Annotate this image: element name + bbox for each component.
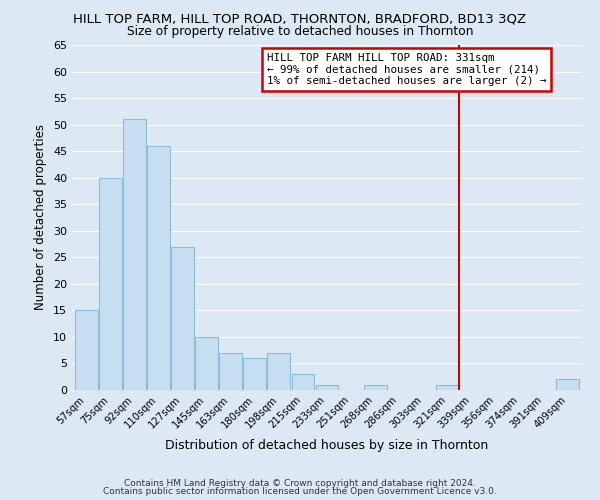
Bar — [316, 384, 338, 390]
Text: HILL TOP FARM HILL TOP ROAD: 331sqm
← 99% of detached houses are smaller (214)
1: HILL TOP FARM HILL TOP ROAD: 331sqm ← 99… — [267, 53, 547, 86]
Text: Size of property relative to detached houses in Thornton: Size of property relative to detached ho… — [127, 25, 473, 38]
Y-axis label: Number of detached properties: Number of detached properties — [34, 124, 47, 310]
X-axis label: Distribution of detached houses by size in Thornton: Distribution of detached houses by size … — [166, 439, 488, 452]
Text: Contains public sector information licensed under the Open Government Licence v3: Contains public sector information licen… — [103, 487, 497, 496]
Bar — [292, 374, 314, 390]
Bar — [123, 120, 146, 390]
Bar — [195, 337, 218, 390]
Bar — [436, 384, 459, 390]
Bar — [147, 146, 170, 390]
Bar — [364, 384, 386, 390]
Bar — [556, 380, 579, 390]
Bar — [220, 353, 242, 390]
Bar — [244, 358, 266, 390]
Bar — [75, 310, 98, 390]
Bar — [171, 246, 194, 390]
Text: HILL TOP FARM, HILL TOP ROAD, THORNTON, BRADFORD, BD13 3QZ: HILL TOP FARM, HILL TOP ROAD, THORNTON, … — [73, 12, 527, 26]
Bar — [99, 178, 122, 390]
Text: Contains HM Land Registry data © Crown copyright and database right 2024.: Contains HM Land Registry data © Crown c… — [124, 478, 476, 488]
Bar — [268, 353, 290, 390]
